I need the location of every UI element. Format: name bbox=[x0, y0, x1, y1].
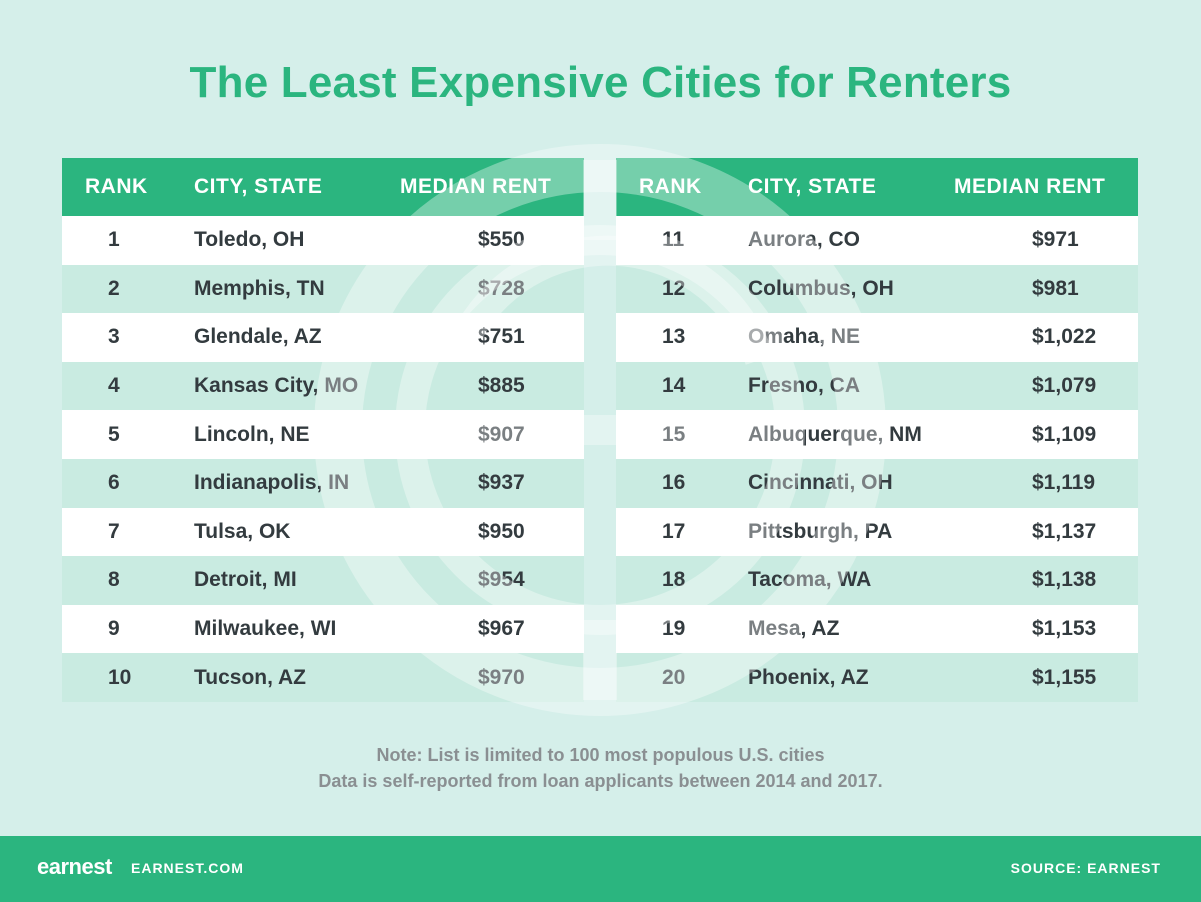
rent-cell: $1,022 bbox=[954, 313, 1138, 362]
city-cell: Tacoma, WA bbox=[748, 556, 954, 605]
rank-cell: 7 bbox=[62, 507, 194, 557]
city-cell: Columbus, OH bbox=[748, 264, 954, 314]
rent-cell: $950 bbox=[400, 507, 584, 557]
rent-table-left: RANK CITY, STATE MEDIAN RENT 1 Toledo, OH… bbox=[62, 158, 584, 702]
table-row: 10 Tucson, AZ $970 bbox=[62, 653, 584, 702]
city-cell: Albuquerque, NM bbox=[748, 410, 954, 459]
rank-cell: 12 bbox=[616, 264, 748, 314]
rent-cell: $1,138 bbox=[954, 556, 1138, 605]
table-row: 12 Columbus, OH $981 bbox=[616, 264, 1138, 314]
column-header-rank: RANK bbox=[616, 158, 748, 216]
website-link[interactable]: EARNEST.COM bbox=[131, 860, 244, 876]
city-cell: Toledo, OH bbox=[194, 216, 400, 265]
rank-cell: 8 bbox=[62, 556, 194, 605]
table-row: 16 Cincinnati, OH $1,119 bbox=[616, 458, 1138, 508]
rent-cell: $937 bbox=[400, 458, 584, 508]
earnest-logo[interactable]: earnest bbox=[37, 854, 112, 879]
footnote-line-1: Note: List is limited to 100 most populo… bbox=[376, 745, 825, 765]
rent-cell: $907 bbox=[400, 410, 584, 459]
city-cell: Fresno, CA bbox=[748, 361, 954, 411]
rank-cell: 19 bbox=[616, 604, 748, 654]
column-header-city: CITY, STATE bbox=[194, 158, 400, 216]
city-cell: Tulsa, OK bbox=[194, 507, 400, 557]
rent-cell: $728 bbox=[400, 264, 584, 314]
page-title: The Least Expensive Cities for Renters bbox=[189, 58, 1012, 107]
table-row: 17 Pittsburgh, PA $1,137 bbox=[616, 507, 1138, 557]
rent-cell: $981 bbox=[954, 264, 1138, 314]
table-row: 15 Albuquerque, NM $1,109 bbox=[616, 410, 1138, 459]
rank-cell: 13 bbox=[616, 313, 748, 362]
rank-cell: 3 bbox=[62, 313, 194, 362]
city-cell: Kansas City, MO bbox=[194, 361, 400, 411]
rank-cell: 14 bbox=[616, 361, 748, 411]
rank-cell: 1 bbox=[62, 216, 194, 265]
table-row: 14 Fresno, CA $1,079 bbox=[616, 361, 1138, 411]
rent-cell: $970 bbox=[400, 653, 584, 702]
rent-cell: $1,109 bbox=[954, 410, 1138, 459]
column-header-rent: MEDIAN RENT bbox=[400, 158, 584, 216]
table-row: 19 Mesa, AZ $1,153 bbox=[616, 604, 1138, 654]
column-header-rank: RANK bbox=[62, 158, 194, 216]
rent-cell: $1,119 bbox=[954, 458, 1138, 508]
rent-cell: $885 bbox=[400, 361, 584, 411]
rent-cell: $1,153 bbox=[954, 604, 1138, 654]
rank-cell: 20 bbox=[616, 653, 748, 702]
table-row: 18 Tacoma, WA $1,138 bbox=[616, 556, 1138, 605]
city-cell: Glendale, AZ bbox=[194, 313, 400, 362]
rank-cell: 17 bbox=[616, 507, 748, 557]
rank-cell: 15 bbox=[616, 410, 748, 459]
table-row: 3 Glendale, AZ $751 bbox=[62, 313, 584, 362]
rank-cell: 4 bbox=[62, 361, 194, 411]
table-header-row: RANK CITY, STATE MEDIAN RENT bbox=[616, 158, 1138, 216]
rent-table-right: RANK CITY, STATE MEDIAN RENT 11 Aurora, C… bbox=[616, 158, 1138, 702]
city-cell: Indianapolis, IN bbox=[194, 458, 400, 508]
rent-cell: $550 bbox=[400, 216, 584, 265]
city-cell: Cincinnati, OH bbox=[748, 458, 954, 508]
table-row: 7 Tulsa, OK $950 bbox=[62, 507, 584, 557]
rank-cell: 9 bbox=[62, 604, 194, 654]
footnote: Note: List is limited to 100 most populo… bbox=[0, 742, 1201, 794]
rent-cell: $971 bbox=[954, 216, 1138, 265]
rank-cell: 10 bbox=[62, 653, 194, 702]
rank-cell: 16 bbox=[616, 458, 748, 508]
column-header-rent: MEDIAN RENT bbox=[954, 158, 1138, 216]
city-cell: Aurora, CO bbox=[748, 216, 954, 265]
table-row: 4 Kansas City, MO $885 bbox=[62, 361, 584, 411]
rent-cell: $1,137 bbox=[954, 507, 1138, 557]
rent-cell: $751 bbox=[400, 313, 584, 362]
footnote-line-2: Data is self-reported from loan applican… bbox=[318, 771, 883, 791]
rent-cell: $1,155 bbox=[954, 653, 1138, 702]
table-row: 1 Toledo, OH $550 bbox=[62, 216, 584, 265]
source-credit: SOURCE: EARNEST bbox=[1010, 860, 1161, 876]
rent-cell: $1,079 bbox=[954, 361, 1138, 411]
table-header-row: RANK CITY, STATE MEDIAN RENT bbox=[62, 158, 584, 216]
table-row: 5 Lincoln, NE $907 bbox=[62, 410, 584, 459]
city-cell: Detroit, MI bbox=[194, 556, 400, 605]
city-cell: Pittsburgh, PA bbox=[748, 507, 954, 557]
table-row: 9 Milwaukee, WI $967 bbox=[62, 604, 584, 654]
table-row: 11 Aurora, CO $971 bbox=[616, 216, 1138, 265]
rank-cell: 6 bbox=[62, 458, 194, 508]
rank-cell: 2 bbox=[62, 264, 194, 314]
city-cell: Memphis, TN bbox=[194, 264, 400, 314]
city-cell: Lincoln, NE bbox=[194, 410, 400, 459]
table-row: 8 Detroit, MI $954 bbox=[62, 556, 584, 605]
city-cell: Tucson, AZ bbox=[194, 653, 400, 702]
rent-cell: $954 bbox=[400, 556, 584, 605]
table-row: 20 Phoenix, AZ $1,155 bbox=[616, 653, 1138, 702]
table-row: 6 Indianapolis, IN $937 bbox=[62, 458, 584, 508]
city-cell: Phoenix, AZ bbox=[748, 653, 954, 702]
rent-cell: $967 bbox=[400, 604, 584, 654]
rank-cell: 11 bbox=[616, 216, 748, 265]
rank-cell: 18 bbox=[616, 556, 748, 605]
table-row: 2 Memphis, TN $728 bbox=[62, 264, 584, 314]
city-cell: Omaha, NE bbox=[748, 313, 954, 362]
table-row: 13 Omaha, NE $1,022 bbox=[616, 313, 1138, 362]
city-cell: Milwaukee, WI bbox=[194, 604, 400, 654]
city-cell: Mesa, AZ bbox=[748, 604, 954, 654]
rank-cell: 5 bbox=[62, 410, 194, 459]
column-header-city: CITY, STATE bbox=[748, 158, 954, 216]
footer-bar: earnest EARNEST.COM SOURCE: EARNEST bbox=[0, 836, 1201, 902]
